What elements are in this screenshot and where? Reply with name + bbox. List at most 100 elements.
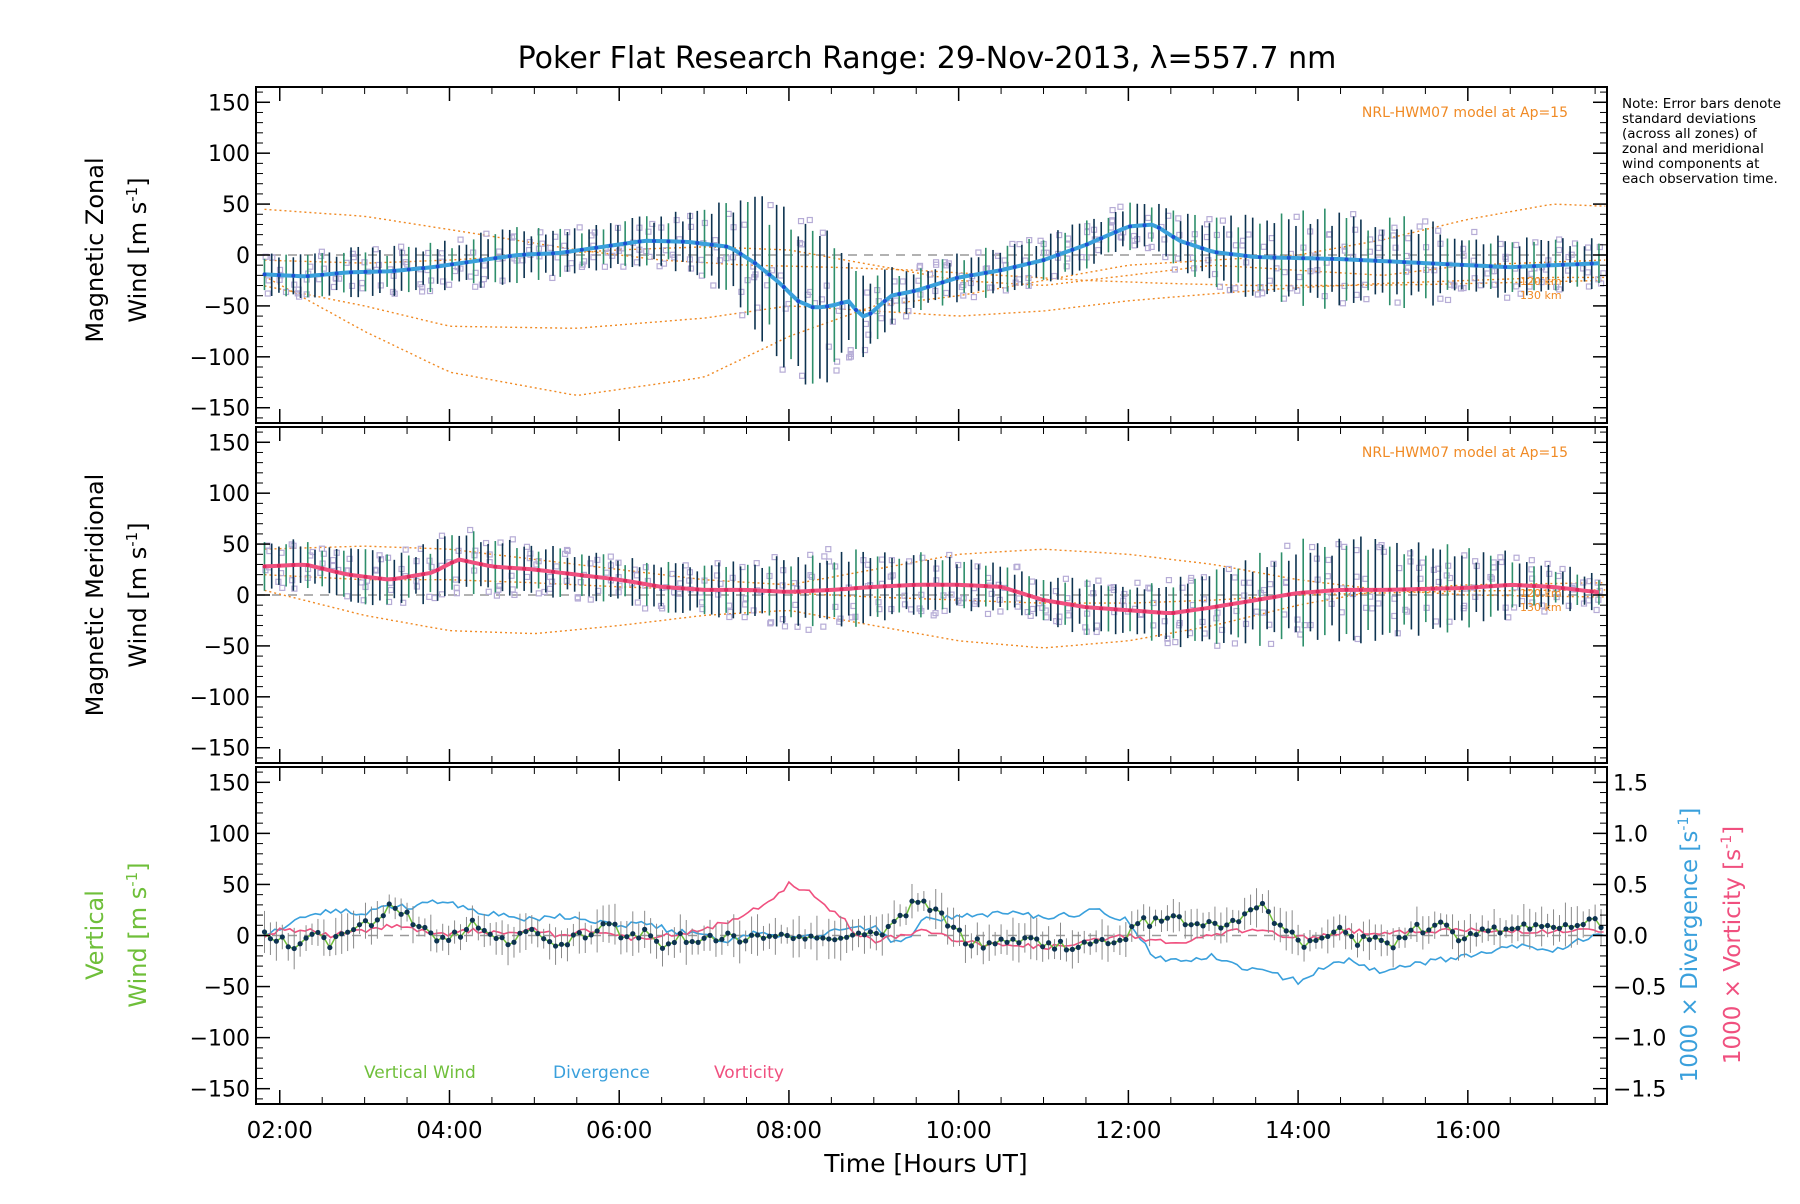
meridional-ylabel-wind: Wind [124,607,152,667]
scatter-point [426,557,433,564]
vertical-wind-point [1313,937,1319,944]
vertical-wind-point [535,931,541,937]
scatter-point [291,585,298,592]
vertical-wind-point [552,943,559,949]
mean-point [1503,264,1508,269]
scatter-point [1470,257,1477,264]
vertical-wind-point [1348,933,1355,940]
scatter-point [1109,206,1116,214]
mean-point [594,245,599,250]
vertical-wind-point [974,936,980,942]
scatter-point [1267,581,1274,588]
scatter-point [1043,614,1050,621]
scatter-point [1014,563,1021,570]
scatter-point [1391,224,1398,231]
mean-point [1532,583,1537,588]
y-tick-label: 150 [208,431,250,456]
scatter-point [971,600,978,607]
meridional-mean-line [264,557,1600,615]
mean-point [1027,593,1032,598]
mean-point [493,256,498,261]
y-tick-label: 100 [208,482,250,507]
scatter-point [359,285,366,292]
scatter-point [539,240,546,247]
mean-point [998,268,1003,273]
scatter-point [320,265,327,272]
mean-point [1200,246,1205,251]
scatter-point [457,265,464,272]
mean-point [1070,602,1075,607]
vertical-wind-point [731,933,737,939]
scatter-point [955,561,962,569]
mean-point [1084,242,1089,247]
mean-point [1128,608,1133,613]
scatter-point [1431,267,1438,274]
scatter-point [1392,244,1399,251]
scatter-point [1241,592,1248,599]
vertical-wind-point [1408,927,1414,933]
scatter-point [975,249,982,256]
scatter-point [1460,252,1467,259]
vertical-wind-point [1331,929,1337,935]
mean-point [666,585,671,590]
mean-point [926,582,931,587]
scatter-point [1553,593,1560,601]
vertical-wind-point [1544,922,1551,929]
scatter-point [1505,614,1512,621]
meridional-model-label: NRL-HWM07 model at Ap=15 [1362,445,1568,461]
vertical-wind-point [927,907,933,913]
vertical-wind-point [1497,930,1503,936]
mean-point [349,270,354,275]
scatter-point [753,560,760,567]
y-tick-label: −150 [190,397,250,422]
mean-point [1156,225,1161,230]
scatter-point [820,623,827,630]
mean-point [1229,252,1234,257]
vertical-wind-point [1164,915,1171,921]
scatter-point [642,564,649,571]
vertical-wind-point [327,944,333,951]
scatter-point [1051,272,1058,280]
vertical-wind-point [1259,900,1266,907]
y-tick-label: 100 [208,142,250,167]
scatter-point [291,281,298,288]
mean-point [652,583,657,588]
zonal-mean-line [264,222,1599,319]
scatter-point [1309,543,1316,551]
mean-point [1358,258,1363,263]
y2-tick-label: 0.5 [1613,873,1648,898]
divergence-y2label-sup: -1 [1676,817,1692,831]
vertical-wind-point [1271,920,1277,927]
scatter-point [431,594,438,602]
divergence-y2label-units: [s [1677,831,1703,852]
y-tick-label: −50 [204,976,250,1001]
scatter-point [847,347,854,354]
scatter-point [825,546,832,553]
zonal-model-label: NRL-HWM07 model at Ap=15 [1362,105,1568,121]
scatter-point [1461,552,1468,559]
mean-point [1055,600,1060,605]
vertical-wind-point [820,935,826,941]
scatter-point [541,588,548,596]
vertical-wind-point [1028,935,1034,941]
mean-point [1373,587,1378,592]
vertical-wind-point [1283,928,1289,934]
vertical-wind-point [362,918,369,924]
vertical-wind-point [1289,929,1295,935]
mean-point [623,241,628,246]
vertical-wind-point [1319,935,1325,941]
mean-point [839,300,844,305]
vertical-wind-point [701,935,707,941]
mean-point [1142,609,1147,614]
mean-point [1041,598,1046,603]
mean-point [1257,255,1262,260]
scatter-point [847,350,854,358]
mean-point [363,269,368,274]
mean-point [1560,586,1565,591]
scatter-point [1174,255,1181,262]
mean-point [291,563,296,568]
vertical-wind-point [588,932,594,938]
meridional-alt-label-130: 130 km [1520,601,1562,614]
vertical-wind-point [576,930,582,936]
